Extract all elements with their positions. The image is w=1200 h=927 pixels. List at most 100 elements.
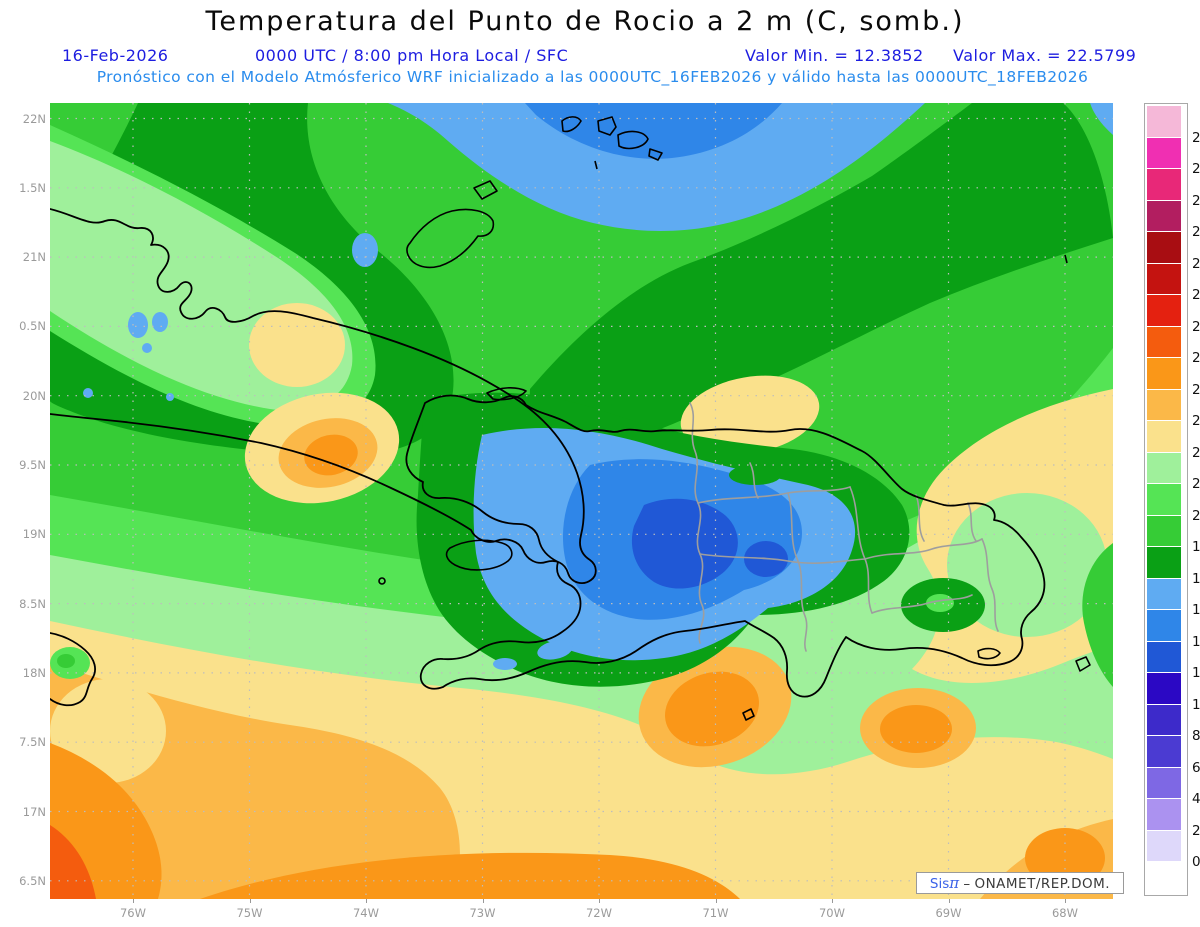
lon-tick-label: 72W — [585, 906, 612, 920]
forecast-time: 0000 UTC / 8:00 pm Hora Local / SFC — [255, 46, 569, 65]
lon-tick-label: 76W — [119, 906, 146, 920]
lat-tick-label: 19N — [22, 527, 46, 542]
colorbar-tick-label: 21 — [1192, 444, 1200, 461]
lat-tick-label: 21N — [22, 250, 46, 265]
page-title: Temperatura del Punto de Rocio a 2 m (C,… — [205, 6, 965, 37]
colorbar-segment — [1147, 420, 1181, 452]
colorbar-segment — [1147, 136, 1181, 168]
colorbar-segment — [1147, 325, 1181, 357]
model-info-line: Pronóstico con el Modelo Atmósferico WRF… — [96, 68, 1089, 86]
colorbar-tick-label: 22.5 — [1192, 350, 1200, 366]
colorbar-tick-label: 27 — [1192, 161, 1200, 177]
colorbar-tick-label: 18 — [1192, 570, 1200, 587]
lat-tick-label: 17N — [22, 804, 46, 819]
colorbar-tick-label: 4 — [1192, 791, 1200, 807]
colorbar-segment — [1147, 168, 1181, 200]
lon-tick-label: 69W — [935, 906, 962, 920]
lon-tick-mark — [948, 899, 950, 903]
saona-island — [977, 647, 1001, 660]
colorbar-segment — [1147, 451, 1181, 483]
colorbar-tick-label: 2 — [1192, 822, 1200, 839]
great-inagua-island — [406, 208, 495, 269]
colorbar-segment — [1147, 798, 1181, 830]
colorbar-tick-label: 24.5 — [1192, 255, 1200, 272]
forecast-date: 16-Feb-2026 — [62, 46, 169, 65]
lon-tick-mark — [482, 899, 484, 903]
watermark-badge: Sisπ – ONAMET/REP.DOM. — [916, 872, 1124, 894]
colorbar-segment — [1147, 672, 1181, 704]
colorbar-tick-label: 14 — [1192, 633, 1200, 650]
turks-island — [648, 148, 663, 161]
colorbar-segment — [1147, 388, 1181, 420]
tortuga-island — [486, 387, 527, 401]
caicos-islands-2 — [597, 116, 617, 136]
jamaica-coast — [50, 632, 96, 707]
colorbar-segment — [1147, 106, 1181, 137]
colorbar — [1144, 103, 1188, 896]
colorbar-tick-label: 20 — [1192, 507, 1200, 524]
watermark-pi-icon: π — [949, 874, 960, 892]
colorbar-segment — [1147, 640, 1181, 672]
colorbar-segment — [1147, 231, 1181, 263]
lat-tick-label: 9.5N — [19, 458, 46, 472]
mona-island — [1075, 656, 1091, 672]
colorbar-segment — [1147, 262, 1181, 294]
colorbar-segment — [1147, 483, 1181, 515]
colorbar-tick-label: 20.5 — [1192, 476, 1200, 492]
colorbar-tick-label: 16 — [1192, 602, 1200, 618]
colorbar-segment — [1147, 735, 1181, 767]
value-max-label: Valor Max. = 22.5799 — [953, 46, 1137, 65]
beata-island — [742, 708, 755, 721]
watermark-dash: – — [963, 876, 971, 892]
lon-tick-mark — [832, 899, 833, 903]
colorbar-tick-label: 23 — [1192, 318, 1200, 335]
lon-tick-label: 68W — [1051, 906, 1078, 920]
colorbar-tick-label: 23.5 — [1192, 287, 1200, 303]
colorbar-tick-label: 10 — [1192, 696, 1200, 713]
watermark-org: ONAMET/REP.DOM. — [974, 876, 1111, 892]
colorbar-segment — [1147, 609, 1181, 641]
colorbar-segment — [1147, 294, 1181, 326]
colorbar-tick-label: 6 — [1192, 759, 1200, 776]
colorbar-tick-label: 26 — [1192, 192, 1200, 209]
province-boundaries — [689, 402, 999, 652]
lat-tick-label: 18N — [22, 665, 46, 680]
lon-tick-mark — [366, 899, 367, 903]
contour-field — [50, 103, 1113, 899]
colorbar-tick-label: 25 — [1192, 224, 1200, 240]
lon-tick-mark — [599, 899, 600, 903]
colorbar-tick-label: 19 — [1192, 539, 1200, 555]
lat-tick-label: 6.5N — [19, 873, 46, 888]
lat-tick-label: 22N — [22, 111, 46, 126]
lat-tick-label: 7.5N — [19, 735, 46, 750]
lon-tick-mark — [133, 899, 134, 903]
lat-tick-label: 8.5N — [19, 596, 46, 611]
lat-tick-label: 0.5N — [19, 319, 46, 334]
forecast-map — [50, 103, 1113, 899]
colorbar-tick-label: 22 — [1192, 381, 1200, 398]
watermark-sis: Sis — [929, 876, 950, 892]
colorbar-segment — [1147, 577, 1181, 609]
little-inagua-island — [473, 180, 498, 200]
lon-tick-mark — [249, 899, 251, 903]
colorbar-segments — [1147, 106, 1185, 893]
lon-tick-label: 70W — [818, 906, 845, 920]
colorbar-segment — [1147, 514, 1181, 546]
colorbar-segment — [1147, 546, 1181, 578]
colorbar-segment — [1147, 199, 1181, 231]
value-min-label: Valor Min. = 12.3852 — [745, 46, 924, 65]
lon-tick-mark — [715, 899, 717, 903]
colorbar-tick-label: 0 — [1192, 854, 1200, 870]
colorbar-segment — [1147, 861, 1181, 893]
island-dash — [594, 160, 598, 170]
colorbar-tick-label: 21.5 — [1192, 413, 1200, 429]
caicos-bank — [617, 130, 649, 150]
colorbar-segment — [1147, 357, 1181, 389]
colorbar-segment — [1147, 766, 1181, 798]
gonave-island — [445, 539, 513, 571]
colorbar-tick-label: 8 — [1192, 728, 1200, 744]
caicos-islands — [561, 116, 582, 133]
colorbar-tick-label: 12 — [1192, 665, 1200, 681]
hispaniola-coast — [405, 394, 1046, 698]
